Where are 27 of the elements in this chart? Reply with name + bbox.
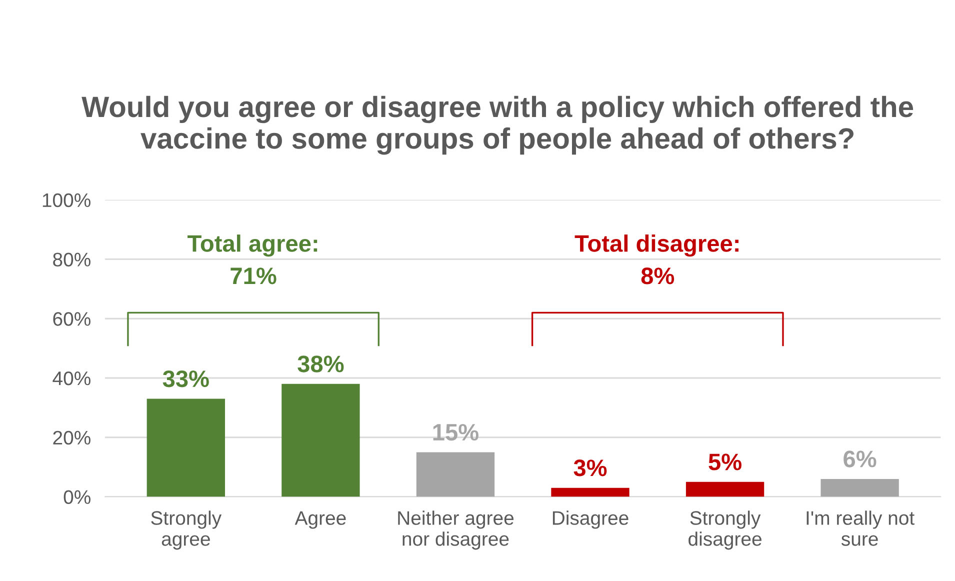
x-tick-label: I'm really not sure: [806, 510, 914, 546]
chart-title: Would you agree or disagree with a policy which offered the vaccine to some groups of people ahead of others?: [82, 96, 914, 155]
x-tick-label: Neither agree nor disagree: [398, 510, 514, 550]
bar: [820, 478, 899, 497]
bar: [686, 482, 764, 497]
bar: [416, 452, 495, 497]
y-tick-label: 100%: [42, 193, 90, 208]
bar: [282, 384, 360, 497]
x-tick-label: Strongly disagree: [688, 510, 762, 550]
data-label: 15%: [433, 424, 478, 441]
y-tick-label: 60%: [53, 312, 90, 326]
bar: [551, 488, 630, 497]
bar: [146, 398, 226, 497]
y-tick-label: 40%: [52, 371, 90, 386]
y-tick-label: 80%: [53, 252, 90, 266]
data-label: 38%: [298, 356, 344, 372]
y-tick-label: 0%: [64, 490, 90, 504]
x-tick-label: Disagree: [552, 510, 628, 529]
data-label: 33%: [162, 370, 209, 388]
annotation: Total agree: 71%: [188, 234, 318, 284]
data-label: 5%: [708, 454, 742, 470]
x-tick-label: Agree: [294, 511, 346, 529]
y-tick-label: 20%: [53, 430, 90, 445]
x-tick-label: Strongly agree: [151, 510, 222, 550]
data-label: 6%: [844, 450, 876, 468]
data-label: 3%: [574, 460, 607, 476]
annotation: Total disagree: 8%: [574, 234, 738, 284]
